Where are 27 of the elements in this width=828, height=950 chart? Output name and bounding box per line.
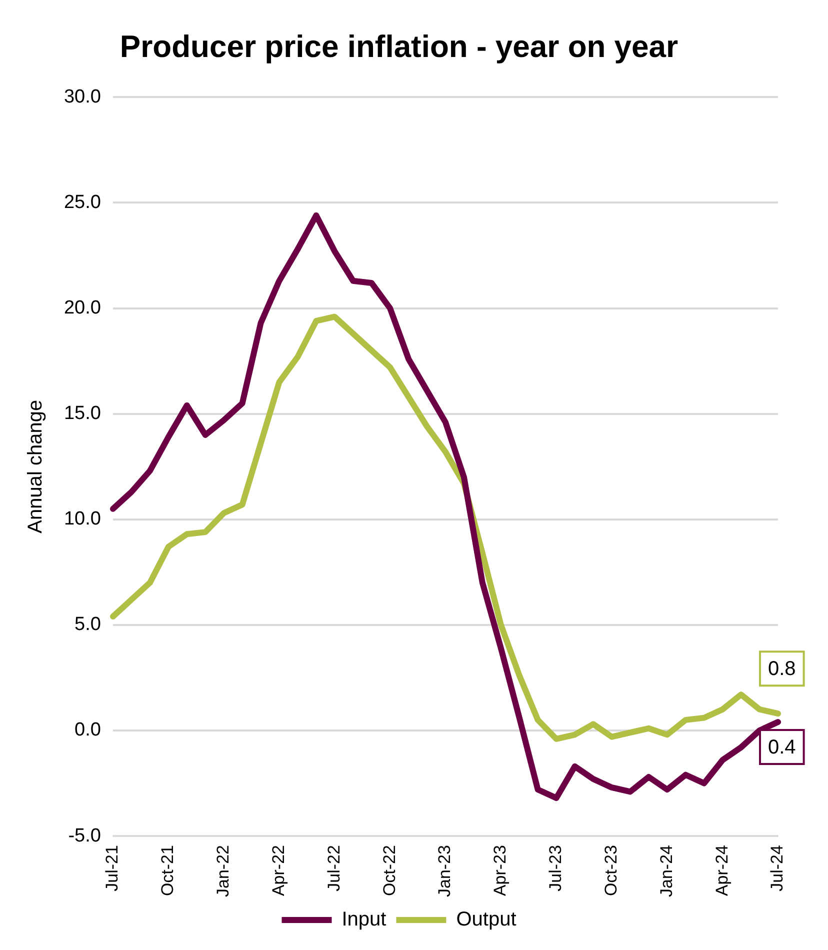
x-tick-label: Apr-22	[268, 845, 288, 896]
legend-label: Input	[342, 908, 387, 931]
y-tick-label: 10.0	[64, 508, 101, 530]
y-tick-label: 15.0	[64, 403, 101, 424]
y-tick-label: 20.0	[64, 298, 101, 319]
data-label: 0.4	[768, 736, 796, 759]
x-tick-label: Apr-24	[712, 845, 732, 896]
x-tick-label: Oct-23	[601, 845, 620, 896]
y-tick-label: 25.0	[64, 192, 101, 213]
y-tick-label: 30.0	[64, 86, 101, 108]
data-label: 0.8	[768, 658, 796, 680]
legend-label: Output	[456, 908, 517, 931]
x-tick-label: Jul-22	[324, 845, 344, 892]
y-tick-label: 5.0	[74, 614, 101, 636]
x-tick-label: Jan-22	[214, 845, 233, 898]
x-tick-label: Jan-24	[656, 845, 676, 898]
x-tick-label: Jul-23	[546, 845, 566, 892]
y-tick-label: -5.0	[68, 825, 101, 846]
x-tick-label: Oct-22	[380, 845, 399, 896]
y-axis-title: Annual change	[24, 400, 47, 534]
x-tick-label: Jul-21	[102, 845, 122, 892]
x-tick-label: Oct-21	[158, 845, 178, 896]
x-tick-label: Jan-23	[435, 845, 454, 898]
x-tick-label: Jul-24	[768, 845, 787, 892]
chart-title: Producer price inflation - year on year	[120, 29, 678, 64]
x-tick-label: Apr-23	[490, 845, 510, 896]
y-tick-label: 0.0	[74, 720, 101, 741]
